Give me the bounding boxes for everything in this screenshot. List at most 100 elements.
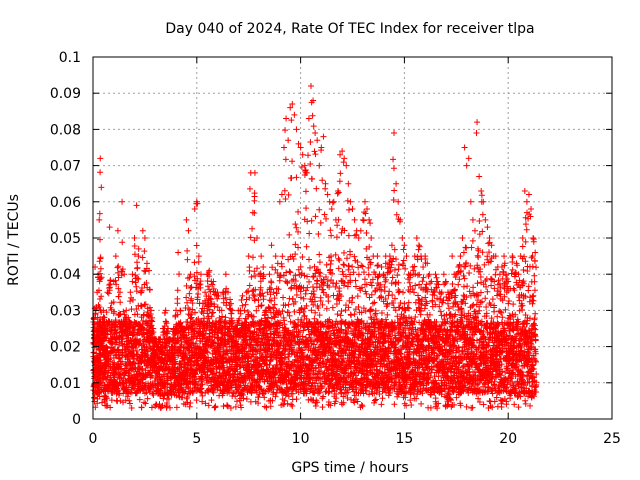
data-point (95, 385, 102, 392)
data-point (210, 309, 217, 316)
data-point (285, 191, 292, 198)
data-point-peak (150, 325, 157, 332)
data-point (96, 210, 103, 217)
data-point (96, 278, 103, 285)
data-point (244, 308, 251, 315)
data-point (270, 304, 277, 311)
data-point (138, 385, 145, 392)
data-point (193, 242, 200, 249)
data-point (285, 301, 292, 308)
data-point (268, 279, 275, 286)
data-point-peak (125, 314, 132, 321)
data-point (349, 294, 356, 301)
data-point (310, 273, 317, 280)
data-point-peak (318, 144, 325, 151)
data-point (320, 286, 327, 293)
data-point (184, 256, 191, 263)
data-point-peak (123, 307, 130, 314)
data-point (146, 304, 153, 311)
data-point (336, 178, 343, 185)
data-point (360, 217, 367, 224)
data-point (149, 314, 156, 321)
data-point (110, 299, 117, 306)
data-point-peak (351, 216, 358, 223)
data-point (211, 404, 218, 411)
data-point (107, 404, 114, 411)
data-point-peak (291, 111, 298, 118)
data-point (112, 317, 119, 324)
data-point (141, 248, 148, 255)
data-point (133, 288, 140, 295)
data-point (281, 187, 288, 194)
data-point (138, 287, 145, 294)
data-point (115, 263, 122, 270)
data-point (174, 295, 181, 302)
data-point (141, 399, 148, 406)
data-point (143, 347, 150, 354)
data-point (251, 297, 258, 304)
data-point (144, 319, 151, 326)
data-point (115, 285, 122, 292)
data-point (112, 368, 119, 375)
data-point (138, 302, 145, 309)
data-point (307, 139, 314, 146)
data-point (133, 305, 140, 312)
data-point (132, 271, 139, 278)
data-point-peak (96, 216, 103, 223)
data-point (129, 296, 136, 303)
data-point-peak (185, 227, 192, 234)
data-point (268, 297, 275, 304)
data-point (141, 301, 148, 308)
data-point (337, 312, 344, 319)
data-point (311, 148, 318, 155)
data-point (282, 127, 289, 134)
data-point-peak (148, 307, 155, 314)
data-point (117, 397, 124, 404)
data-point (246, 185, 253, 192)
data-point (267, 403, 274, 410)
data-point (309, 112, 316, 119)
data-point (367, 220, 374, 227)
data-point (368, 282, 375, 289)
data-point-peak (324, 191, 331, 198)
data-point (282, 196, 289, 203)
data-point (116, 363, 123, 370)
data-point (354, 293, 361, 300)
data-point (315, 230, 322, 237)
data-point-peak (361, 198, 368, 205)
data-point (359, 263, 366, 270)
data-point (187, 399, 194, 406)
data-point-peak (137, 289, 144, 296)
data-point-peak (334, 187, 341, 194)
data-point (306, 264, 313, 271)
data-point (138, 404, 145, 411)
data-point (131, 242, 138, 249)
data-point (334, 311, 341, 318)
data-point (242, 301, 249, 308)
data-point (228, 310, 235, 317)
data-point (110, 310, 117, 317)
data-point-peak (312, 130, 319, 137)
data-point-peak (183, 216, 190, 223)
data-point (338, 308, 345, 315)
data-point-peak (133, 202, 140, 209)
data-point (228, 300, 235, 307)
data-point-peak (268, 242, 275, 249)
data-point (288, 401, 295, 408)
data-point (371, 299, 378, 306)
data-point-peak (347, 198, 354, 205)
data-point (327, 227, 334, 234)
data-point (118, 366, 125, 373)
data-point (127, 298, 134, 305)
data-point (306, 278, 313, 285)
data-point (186, 274, 193, 281)
data-point (303, 205, 310, 212)
data-point (334, 222, 341, 229)
data-point (286, 231, 293, 238)
data-point (119, 352, 126, 359)
data-point (152, 361, 159, 368)
data-point (102, 365, 109, 372)
data-point-peak (366, 216, 373, 223)
data-point (273, 389, 280, 396)
data-point (288, 117, 295, 124)
